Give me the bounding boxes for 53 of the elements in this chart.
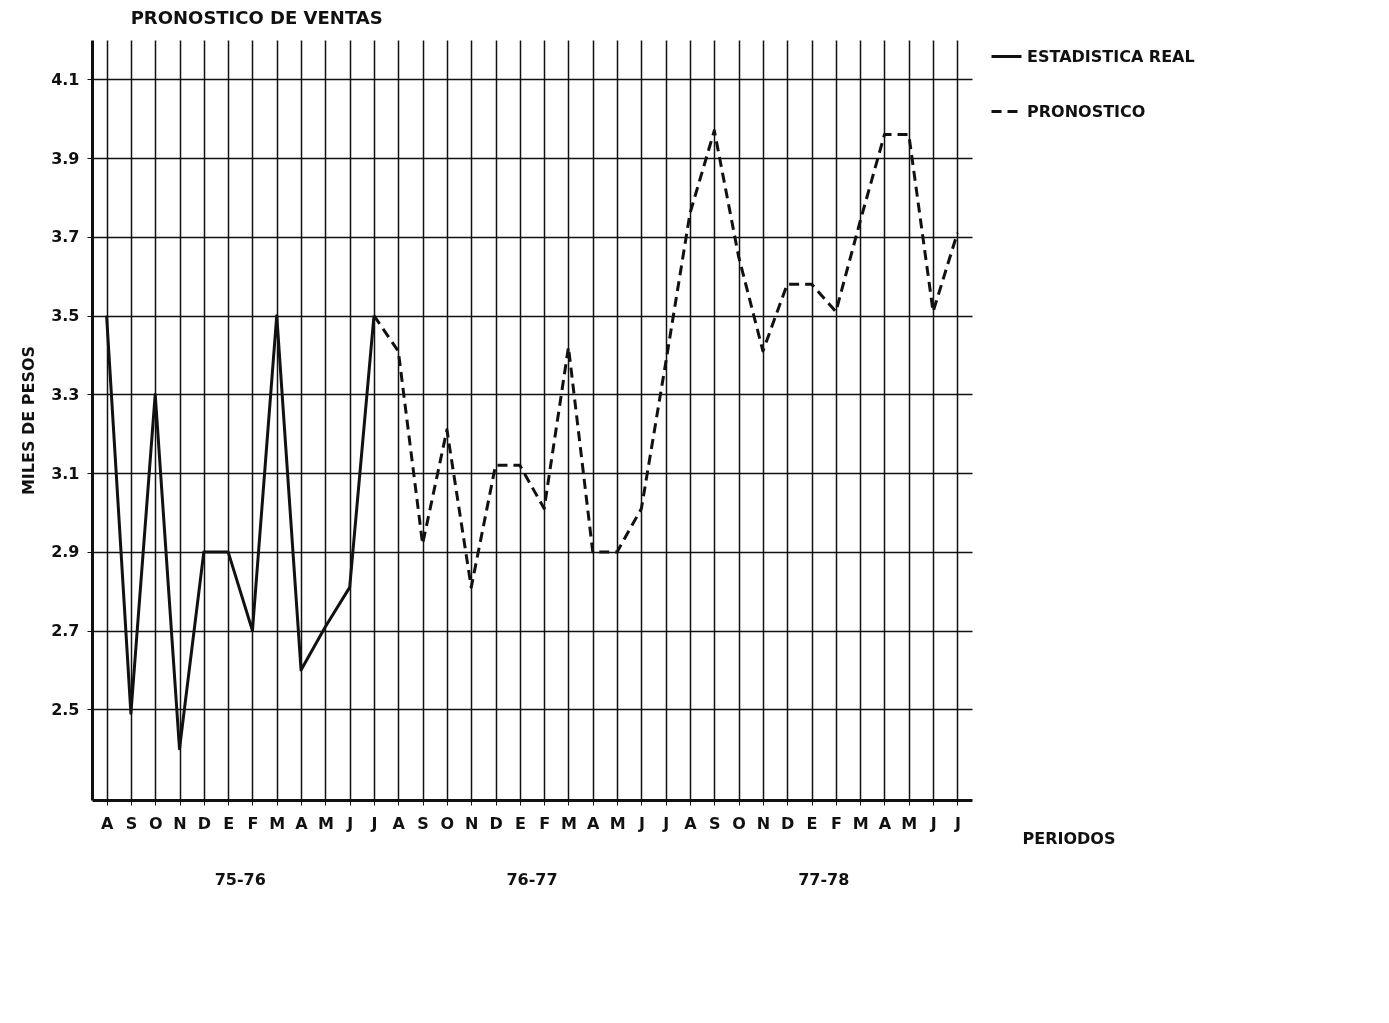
x-tick-label: M <box>901 813 918 833</box>
x-tick-label: M <box>561 813 577 833</box>
x-tick-label: A <box>100 813 114 833</box>
text: 76-77 <box>506 870 558 889</box>
x-tick-label: O <box>148 813 163 833</box>
x-tick-label: A <box>392 813 406 833</box>
x-tick-label: M <box>609 813 626 833</box>
x-tick-label: M <box>852 813 869 833</box>
x-tick-label: E <box>514 813 526 833</box>
x-tick-label: A <box>295 813 309 833</box>
y-tick-label: 3.3 <box>51 384 80 404</box>
x-tick-label: J <box>953 813 961 833</box>
y-tick-label: 2.7 <box>51 621 80 641</box>
text: 75-76 <box>214 870 266 889</box>
x-tick-label: O <box>732 813 746 833</box>
x-tick-label: J <box>929 813 937 833</box>
y-axis-title: MILES DE PESOS <box>19 345 39 496</box>
y-tick-label: 3.9 <box>51 148 80 168</box>
text: 77-78 <box>798 870 850 889</box>
x-tick-label: N <box>173 813 187 833</box>
x-tick-label: N <box>756 813 771 833</box>
x-tick-label: F <box>539 813 551 833</box>
x-tick-label: J <box>662 813 670 833</box>
x-tick-label: J <box>346 813 354 833</box>
x-tick-label: D <box>489 813 503 833</box>
y-tick-label: 3.5 <box>51 306 80 326</box>
x-tick-label: A <box>684 813 698 833</box>
x-tick-label: E <box>806 813 818 833</box>
x-tick-label: N <box>465 813 479 833</box>
x-tick-label: S <box>709 813 721 833</box>
y-tick-label: 3.7 <box>51 227 80 247</box>
y-tick-label: 3.1 <box>51 463 80 483</box>
x-tick-label: F <box>830 813 842 833</box>
y-tick-label: 2.9 <box>51 542 80 562</box>
y-tick-label: 2.5 <box>51 699 80 719</box>
x-tick-label: A <box>587 813 601 833</box>
legend-label: PRONOSTICO <box>1027 101 1146 121</box>
x-tick-label: F <box>247 813 259 833</box>
x-tick-label: D <box>781 813 795 833</box>
x-tick-label: E <box>223 813 235 833</box>
x-tick-label: S <box>417 813 429 833</box>
x-tick-label: O <box>440 813 455 833</box>
x-axis-title: PERIODOS <box>1022 828 1116 848</box>
chart-title: PRONOSTICO DE VENTAS <box>130 7 383 28</box>
legend-label: ESTADISTICA REAL <box>1027 46 1195 66</box>
x-tick-label: M <box>269 813 286 833</box>
x-tick-label: D <box>197 813 211 833</box>
x-tick-label: M <box>317 813 334 833</box>
x-tick-label: J <box>637 813 645 833</box>
y-tick-label: 4.1 <box>51 69 80 89</box>
x-tick-label: A <box>878 813 892 833</box>
x-tick-label: J <box>370 813 378 833</box>
x-tick-label: S <box>125 813 138 833</box>
